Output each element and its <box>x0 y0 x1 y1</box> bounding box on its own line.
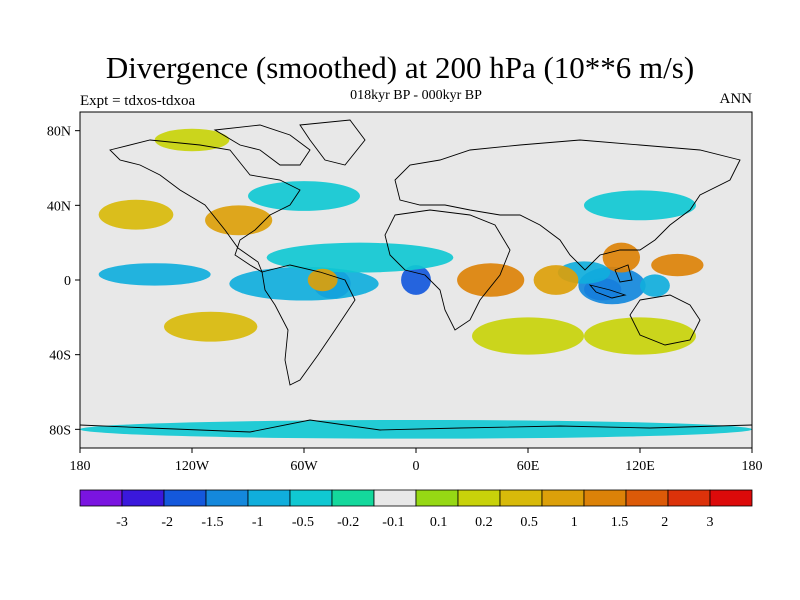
experiment-label: Expt = tdxos-tdxoa <box>80 93 196 109</box>
field-region <box>602 242 640 273</box>
colorbar-swatch <box>373 489 417 507</box>
field-region <box>154 128 230 152</box>
lon-tick-label: 120W <box>175 459 210 474</box>
field-region <box>307 268 338 292</box>
colorbar-label: 1.5 <box>611 515 629 530</box>
lon-tick-label: 60W <box>290 459 318 474</box>
colorbar-label: 0.2 <box>475 515 493 530</box>
colorbar-swatch <box>457 489 501 507</box>
colorbar-swatch <box>247 489 291 507</box>
colorbar-label: 2 <box>661 515 668 530</box>
lat-tick-label: 0 <box>64 274 71 289</box>
field-region <box>164 311 258 342</box>
lon-tick-label: 180 <box>70 459 91 474</box>
colorbar: -3 -2 -1.5 -1 -0.5 -0.2 -0.1 0.1 0.2 0.5 1 1.5 2 3 <box>79 489 753 530</box>
field-region <box>401 265 431 295</box>
colorbar-swatch <box>667 489 711 507</box>
period-label: 018kyr BP - 000kyr BP <box>350 88 482 103</box>
colorbar-swatch <box>289 489 333 507</box>
colorbar-swatch <box>205 489 249 507</box>
season-label: ANN <box>719 91 753 107</box>
lat-tick-label: 40N <box>47 199 71 214</box>
colorbar-swatch <box>541 489 585 507</box>
colorbar-swatch <box>121 489 165 507</box>
axis-ticks: 180 120W 60W 0 60E 120E 180 80N 40N 0 40S 80S <box>47 125 763 474</box>
field-region <box>205 205 273 236</box>
field-region <box>98 263 211 286</box>
field-region <box>584 317 696 355</box>
lat-tick-label: 80N <box>47 125 71 140</box>
colorbar-label: 3 <box>707 515 714 530</box>
field-region <box>266 242 454 273</box>
chart-title: Divergence (smoothed) at 200 hPa (10**6 … <box>105 50 695 85</box>
coastlines <box>80 119 752 433</box>
colorbar-swatch <box>583 489 627 507</box>
field-region <box>98 199 174 230</box>
colorbar-swatch <box>709 489 753 507</box>
colorbar-label: -0.5 <box>292 515 314 530</box>
colorbar-label: 0.5 <box>520 515 538 530</box>
lon-tick-label: 120E <box>625 459 655 474</box>
field-region <box>640 274 670 297</box>
colorbar-label: -0.1 <box>382 515 404 530</box>
colorbar-swatch <box>415 489 459 507</box>
colorbar-label: -1.5 <box>201 515 223 530</box>
field-region <box>651 253 704 277</box>
field-region <box>248 181 360 211</box>
colorbar-label: -1 <box>252 515 264 530</box>
colorbar-label: -2 <box>161 515 173 530</box>
colorbar-swatch <box>331 489 375 507</box>
colorbar-label: -3 <box>116 515 128 530</box>
field-region <box>584 190 696 221</box>
field-region <box>533 265 579 295</box>
lat-tick-label: 80S <box>49 423 71 438</box>
colorbar-label: 0.1 <box>430 515 448 530</box>
lon-tick-label: 0 <box>413 459 420 474</box>
lon-tick-label: 180 <box>742 459 763 474</box>
colorbar-swatch <box>499 489 543 507</box>
lon-tick-label: 60E <box>517 459 540 474</box>
field-region <box>472 317 584 355</box>
colorbar-label: 1 <box>571 515 578 530</box>
field-region <box>457 263 525 297</box>
colorbar-swatch <box>79 489 123 507</box>
colorbar-swatch <box>163 489 207 507</box>
colorbar-label: -0.2 <box>337 515 359 530</box>
colorbar-swatch <box>625 489 669 507</box>
lat-tick-label: 40S <box>49 349 71 364</box>
